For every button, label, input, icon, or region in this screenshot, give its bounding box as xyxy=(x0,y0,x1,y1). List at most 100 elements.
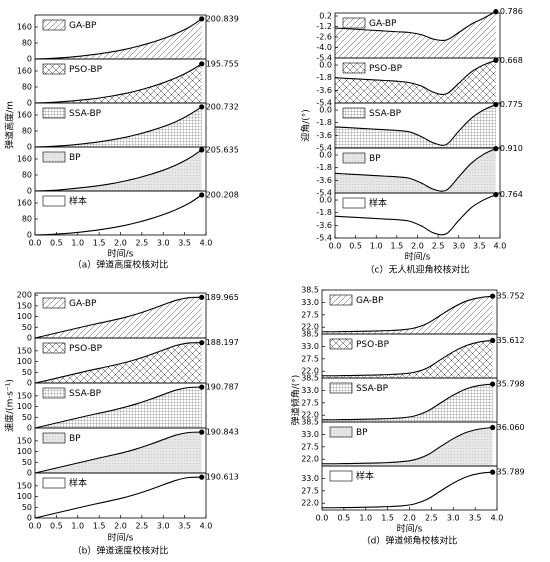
y-tick-label: 33.0 xyxy=(301,298,319,307)
legend-label: PSO-BP xyxy=(69,344,103,354)
x-axis-label: 时间/s xyxy=(405,251,431,263)
y-tick-label: -5.4 xyxy=(316,54,332,63)
x-tick-label: 3.0 xyxy=(452,242,465,251)
y-tick-label: 80 xyxy=(22,83,32,92)
y-tick-label: 0 xyxy=(27,469,32,478)
end-point xyxy=(490,337,496,344)
y-tick-label: 100 xyxy=(17,402,32,411)
area-fill xyxy=(335,194,496,238)
y-tick-label: 22.0 xyxy=(301,499,319,508)
y-tick-label: 0 xyxy=(27,514,32,523)
y-tick-label: 22.0 xyxy=(301,323,319,332)
y-tick-label: 33.0 xyxy=(301,386,319,395)
y-tick-label: 160 xyxy=(17,23,32,32)
y-tick-label: 38.5 xyxy=(301,418,319,427)
legend-label: SSA-BP xyxy=(69,109,102,119)
legend-label: SSA-BP xyxy=(69,389,102,399)
y-tick-label: 100 xyxy=(17,312,32,321)
y-tick-label: -5.4 xyxy=(316,144,332,153)
area-fill xyxy=(335,104,496,148)
x-tick-label: 3.0 xyxy=(157,239,170,248)
y-tick-label: 0.0 xyxy=(319,106,332,115)
line xyxy=(34,63,203,104)
end-point xyxy=(493,9,499,15)
y-tick-label: 80 xyxy=(22,39,32,48)
line xyxy=(334,194,497,236)
x-tick-label: 1.0 xyxy=(370,242,383,251)
end-point xyxy=(490,424,496,431)
line xyxy=(321,295,493,333)
legend-label: 样本 xyxy=(356,470,374,482)
end-point xyxy=(199,429,205,435)
y-tick-label: 0 xyxy=(27,334,32,343)
end-value-label: 0.764 xyxy=(500,190,523,199)
x-axis-label: 时间/s xyxy=(397,523,423,535)
y-tick-label: -3.6 xyxy=(316,131,332,140)
y-axis-label: 弹道高度/m xyxy=(4,101,16,149)
x-tick-label: 3.5 xyxy=(178,522,191,531)
line xyxy=(334,59,497,96)
x-axis-label: 时间/s xyxy=(108,248,134,260)
y-tick-label: 0.2 xyxy=(319,12,332,21)
legend-swatch xyxy=(342,17,366,29)
y-tick-label: 80 xyxy=(22,215,32,224)
end-point xyxy=(493,57,499,63)
area-fill xyxy=(322,427,493,466)
y-tick-label: 27.5 xyxy=(301,354,319,363)
y-tick-label: 22.0 xyxy=(301,455,319,464)
area-fill xyxy=(35,342,202,383)
y-tick-label: 0.0 xyxy=(319,196,332,205)
y-tick-label: 27.5 xyxy=(301,486,319,495)
end-point xyxy=(199,340,205,346)
end-value-label: 190.787 xyxy=(206,383,239,392)
y-tick-label: 0 xyxy=(27,55,32,64)
end-point xyxy=(199,16,205,22)
legend-label: BP xyxy=(69,153,81,163)
y-tick-label: 200 xyxy=(17,291,32,300)
legend-label: 样本 xyxy=(69,195,87,207)
area-fill xyxy=(335,60,496,103)
y-tick-label: -3.6 xyxy=(316,86,332,95)
legend-swatch xyxy=(342,107,366,119)
end-point xyxy=(199,104,205,110)
x-axis-label: 时间/s xyxy=(108,532,134,544)
legend-swatch xyxy=(42,195,66,207)
y-tick-label: 160 xyxy=(17,155,32,164)
y-tick-label: 160 xyxy=(17,199,32,208)
y-tick-label: 27.5 xyxy=(301,442,319,451)
y-tick-label: 80 xyxy=(22,127,32,136)
x-tick-label: 0.5 xyxy=(349,242,362,251)
end-value-label: 200.208 xyxy=(206,190,239,199)
y-tick-label: 0 xyxy=(27,143,32,152)
y-tick-label: 22.0 xyxy=(301,367,319,376)
x-tick-label: 0.0 xyxy=(29,239,42,248)
area-fill xyxy=(35,18,202,59)
end-value-label: 200.732 xyxy=(206,102,239,111)
end-point xyxy=(493,146,499,152)
line xyxy=(321,426,493,465)
caption: （c）无人机迎角校核对比 xyxy=(366,264,470,276)
line xyxy=(34,149,203,192)
x-tick-label: 2.5 xyxy=(432,242,445,251)
x-tick-label: 1.0 xyxy=(359,514,372,523)
legend-swatch xyxy=(342,62,366,74)
y-tick-label: -5.4 xyxy=(316,234,332,243)
x-tick-label: 1.0 xyxy=(71,522,84,531)
x-tick-label: 2.5 xyxy=(136,522,149,531)
legend-label: SSA-BP xyxy=(356,384,389,394)
x-tick-label: 0.0 xyxy=(29,522,42,531)
legend-label: PSO-BP xyxy=(356,340,390,350)
legend-label: GA-BP xyxy=(369,19,397,29)
legend-label: BP xyxy=(356,428,368,438)
x-tick-label: 4.0 xyxy=(491,514,504,523)
y-tick-label: 150 xyxy=(17,301,32,310)
y-tick-label: -1.8 xyxy=(316,118,332,127)
end-value-label: 0.910 xyxy=(500,144,523,153)
area-fill xyxy=(322,384,493,422)
end-value-label: 36.060 xyxy=(497,423,525,432)
y-tick-label: 0 xyxy=(27,424,32,433)
x-tick-label: 2.0 xyxy=(114,239,127,248)
x-tick-label: 3.5 xyxy=(178,239,191,248)
y-tick-label: -1.8 xyxy=(316,208,332,217)
x-tick-label: 3.0 xyxy=(157,522,170,531)
